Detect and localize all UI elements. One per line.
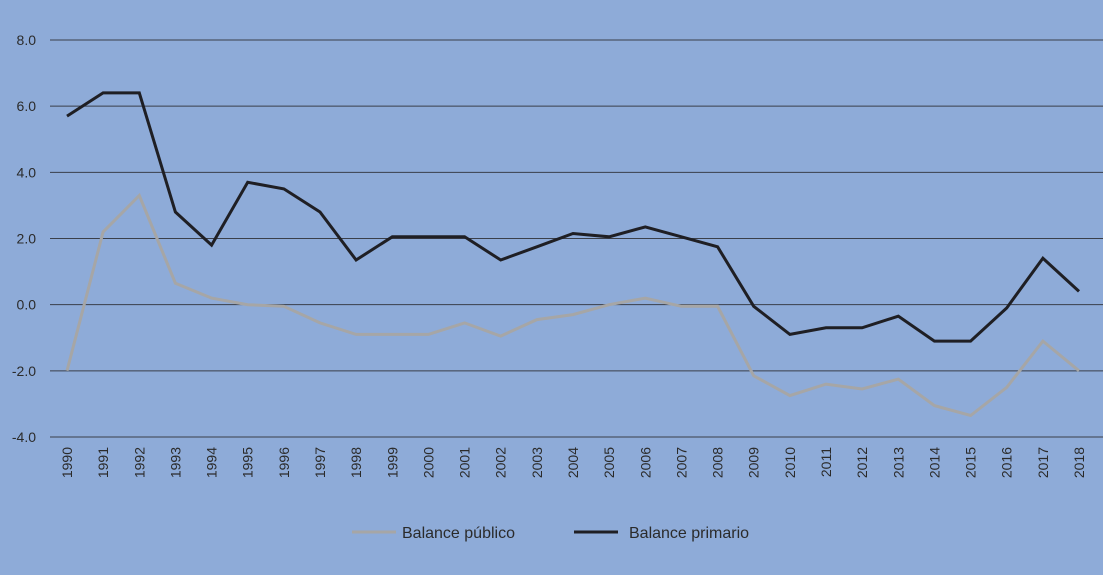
legend-label: Balance primario bbox=[629, 525, 749, 542]
y-tick-label: 8.0 bbox=[17, 32, 37, 48]
x-tick-label: 2011 bbox=[818, 447, 834, 477]
x-axis-ticks: 1990 1991 1992 1993 1994 1995 1996 1997 1998 1999… bbox=[59, 447, 1087, 478]
x-tick-label: 2002 bbox=[493, 447, 509, 478]
x-tick-label: 2007 bbox=[673, 447, 689, 478]
x-tick-label: 1990 bbox=[59, 447, 75, 478]
series-line-balance-publico bbox=[65, 192, 1080, 418]
y-tick-label: -4.0 bbox=[12, 429, 36, 445]
x-tick-label: 1998 bbox=[348, 447, 364, 478]
series-line-balance-primario bbox=[66, 91, 1081, 343]
x-tick-label: 1993 bbox=[167, 447, 183, 478]
x-tick-label: 2000 bbox=[420, 447, 436, 478]
x-tick-label: 1992 bbox=[131, 447, 147, 478]
legend: Balance público Balance primario bbox=[352, 525, 749, 542]
x-tick-label: 2018 bbox=[1071, 447, 1087, 478]
x-tick-label: 1999 bbox=[384, 447, 400, 478]
x-tick-label: 2014 bbox=[926, 447, 942, 478]
x-tick-label: 2015 bbox=[963, 447, 979, 478]
x-tick-label: 1991 bbox=[95, 447, 111, 478]
x-tick-label: 2004 bbox=[565, 447, 581, 478]
x-tick-label: 2017 bbox=[1035, 447, 1051, 478]
x-tick-label: 2001 bbox=[457, 447, 473, 478]
y-axis-ticks: 8.0 6.0 4.0 2.0 0.0 -2.0 -4.0 bbox=[12, 32, 36, 445]
x-tick-label: 2016 bbox=[999, 447, 1015, 478]
y-tick-label: 0.0 bbox=[17, 297, 37, 313]
series-lines bbox=[65, 91, 1081, 418]
x-tick-label: 2008 bbox=[710, 447, 726, 478]
x-tick-label: 2005 bbox=[601, 447, 617, 478]
legend-label: Balance público bbox=[402, 525, 515, 542]
y-tick-label: 4.0 bbox=[17, 164, 37, 180]
y-tick-label: 2.0 bbox=[17, 231, 37, 247]
x-tick-label: 2009 bbox=[746, 447, 762, 478]
x-tick-label: 2003 bbox=[529, 447, 545, 478]
x-tick-label: 1996 bbox=[276, 447, 292, 478]
y-tick-label: -2.0 bbox=[12, 363, 36, 379]
x-tick-label: 2006 bbox=[637, 447, 653, 478]
x-tick-label: 2013 bbox=[890, 447, 906, 478]
x-tick-label: 1997 bbox=[312, 447, 328, 478]
gridlines bbox=[50, 39, 1103, 438]
x-tick-label: 2012 bbox=[854, 447, 870, 478]
x-tick-label: 2010 bbox=[782, 447, 798, 478]
x-tick-label: 1994 bbox=[204, 447, 220, 478]
x-tick-label: 1995 bbox=[240, 447, 256, 478]
y-tick-label: 6.0 bbox=[17, 98, 37, 114]
